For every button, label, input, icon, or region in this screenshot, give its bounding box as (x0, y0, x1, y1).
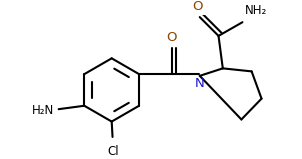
Text: O: O (192, 0, 202, 13)
Text: NH₂: NH₂ (245, 4, 267, 17)
Text: O: O (166, 31, 177, 44)
Text: N: N (195, 77, 205, 90)
Text: Cl: Cl (108, 145, 119, 159)
Text: H₂N: H₂N (32, 104, 54, 117)
